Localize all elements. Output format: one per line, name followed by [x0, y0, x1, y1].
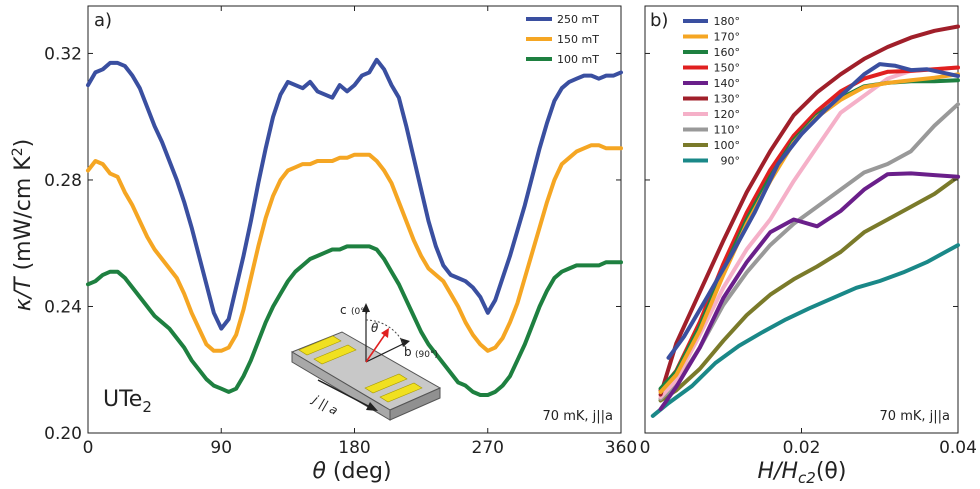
- xlabel-h: H/H: [758, 459, 799, 484]
- field-arrowhead: [381, 328, 389, 338]
- panel-b-legend-entry: 180°: [714, 15, 741, 28]
- panel-a-annotation: 70 mK, j||a: [543, 409, 613, 424]
- gold-contact-1: [298, 335, 342, 356]
- b-axis-arrowhead: [400, 338, 410, 347]
- b-axis-angle: (90°): [415, 350, 438, 360]
- panel-b-legend-entry: 130°: [714, 93, 741, 106]
- panel-b-series-line-8: [658, 174, 960, 403]
- panel-b-series-line-7: [658, 102, 960, 401]
- panel-a-series-group: [86, 57, 623, 397]
- b-axis-label: b: [404, 345, 412, 359]
- gold-contact-3: [364, 373, 408, 394]
- panel-b-label: b): [650, 10, 668, 31]
- panel-b-xlabel: H/Hc2(θ): [758, 459, 847, 487]
- material-text: UTe: [103, 387, 142, 412]
- panel-a-xtick-label: 270: [472, 438, 504, 458]
- field-arrow: [365, 332, 387, 363]
- panel-b-legend-entry: 150°: [714, 62, 741, 75]
- panel-a-legend-entry: 150 mT: [557, 33, 599, 46]
- panel-a-label: a): [94, 10, 112, 31]
- theta-label: θ: [371, 321, 379, 335]
- panel-b-legend-entry: 90°: [721, 155, 741, 168]
- panel-a-ytick-label: 0.20: [44, 424, 82, 444]
- panel-b-ticks-group: 0 0.02 0.04: [640, 6, 977, 458]
- panel-b-legend-entry: 110°: [714, 124, 741, 137]
- panel-a-ytick-label: 0.28: [44, 171, 82, 191]
- xlabel-subscript: c2: [798, 469, 816, 487]
- panel-a-xtick-label: 0: [83, 438, 94, 458]
- panel-b-legend-entry: 160°: [714, 46, 741, 59]
- ylabel-close: ): [11, 139, 36, 148]
- panel-a-series-line-2: [86, 244, 623, 397]
- panel-a-legend-entry: 100 mT: [557, 53, 599, 66]
- panel-b-series-line-4: [658, 171, 960, 412]
- panel-a-legend-entry: 250 mT: [557, 13, 599, 26]
- ylabel-kappa: κ/: [11, 288, 36, 311]
- b-axis-arrow: [365, 342, 406, 363]
- ylabel-t: T: [11, 276, 36, 291]
- material-label: UTe2: [103, 387, 152, 416]
- c-axis-label: c: [340, 303, 347, 317]
- c-axis-arrowhead: [362, 303, 370, 312]
- sample-side-face: [389, 387, 441, 421]
- panel-b-legend-entry: 100°: [714, 139, 741, 152]
- panel-a-ticks-group: 0 90 180 270 360 0.20 0.24 0.28 0.32: [44, 6, 637, 458]
- xlabel-theta: (θ): [816, 459, 847, 484]
- panel-b: 0 0.02 0.04 b) 180° 170° 160° 150° 140° 130° 120…: [640, 5, 977, 487]
- panel-a: 0 90 180 270 360 0.20 0.24 0.28 0.32 a) 250 mT 15…: [10, 5, 637, 484]
- panel-a-xtick-label: 180: [338, 438, 370, 458]
- panel-b-legend-entry: 170°: [714, 31, 741, 44]
- panel-b-xtick-label: 0: [640, 438, 651, 458]
- panel-b-series-group: [650, 24, 960, 418]
- panel-b-series-line-9: [650, 243, 960, 418]
- current-arrow: [317, 379, 373, 409]
- panel-b-legend-entry: 120°: [714, 108, 741, 121]
- panel-a-ytick-label: 0.24: [44, 297, 82, 317]
- gold-contact-2: [313, 344, 357, 365]
- panel-b-xtick-label: 0.02: [783, 438, 821, 458]
- panel-b-legend: 180° 170° 160° 150° 140° 130° 120° 110° 100° 90°: [683, 15, 740, 168]
- c-axis-angle: (0°): [351, 307, 368, 317]
- panel-a-series-line-0: [86, 57, 623, 331]
- panel-a-xlabel: θ (deg): [312, 459, 391, 484]
- material-subscript: 2: [142, 398, 152, 416]
- sample-inset-diagram: c (0°) b (90°) θ j || a: [290, 303, 442, 421]
- panel-b-annotation: 70 mK, j||a: [880, 409, 950, 424]
- current-arrowhead: [366, 402, 378, 411]
- gold-contact-4: [379, 382, 423, 403]
- panel-a-series-line-1: [86, 143, 623, 353]
- ylabel-units: (mW/cm K: [11, 156, 36, 278]
- theta-arc: [365, 319, 407, 351]
- panel-b-series-line-0: [666, 62, 960, 360]
- panel-a-legend: 250 mT 150 mT 100 mT: [526, 13, 599, 66]
- panel-b-xtick-label: 0.04: [939, 438, 977, 458]
- panel-a-ylabel: κ/T (mW/cm K2): [10, 139, 36, 311]
- panel-a-xtick-label: 360: [605, 438, 637, 458]
- ylabel-superscript: 2: [10, 147, 26, 156]
- panel-b-series-line-5: [658, 24, 960, 397]
- current-label: j || a: [309, 391, 341, 417]
- panel-b-legend-entry: 140°: [714, 77, 741, 90]
- panel-a-ytick-label: 0.32: [44, 44, 82, 64]
- xlabel-unit: (deg): [326, 459, 392, 484]
- xlabel-theta: θ: [312, 459, 326, 484]
- panel-a-xtick-label: 90: [210, 438, 232, 458]
